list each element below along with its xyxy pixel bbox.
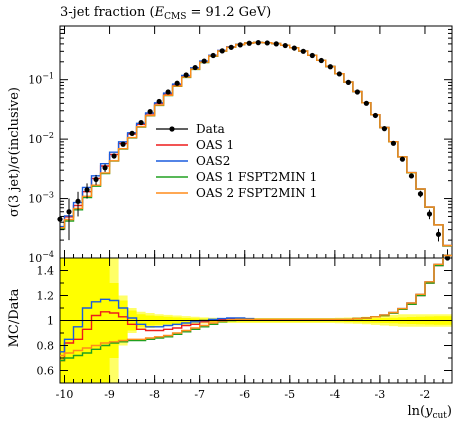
main-y-tick-label: 10−1	[28, 72, 54, 87]
main-y-tick-exponent: −2	[42, 131, 54, 140]
data-point	[354, 89, 360, 95]
data-point	[327, 64, 333, 70]
x-tick-label: -2	[420, 388, 431, 401]
data-point	[345, 79, 351, 85]
data-point	[435, 231, 442, 237]
main-y-tick-label: 10−4	[28, 250, 54, 265]
main-y-tick-base: 10	[28, 193, 42, 206]
data-point	[156, 98, 162, 105]
data-point	[174, 80, 180, 86]
main-y-tick-base: 10	[28, 133, 42, 146]
data-point	[183, 72, 189, 78]
main-y-tick-exponent: −1	[42, 72, 54, 81]
data-point	[75, 198, 81, 204]
data-point	[228, 44, 234, 50]
main-y-axis-label: σ(3 jet)/σ(inclusive)	[7, 87, 22, 217]
data-point	[111, 153, 117, 159]
data-point	[93, 176, 99, 183]
data-point	[192, 64, 198, 71]
ratio-y-tick-label: 1.4	[37, 265, 55, 278]
main-y-tick-base: 10	[28, 252, 42, 265]
data-point	[120, 141, 126, 147]
main-y-tick-base: 10	[28, 74, 42, 87]
legend-label-1: OAS 1	[196, 138, 234, 152]
data-point	[399, 156, 406, 162]
data-point	[138, 119, 144, 126]
data-point	[300, 48, 306, 54]
data-point	[309, 52, 315, 59]
legend-label-0: Data	[196, 122, 225, 136]
data-point	[102, 165, 108, 171]
data-point	[129, 130, 135, 136]
legend: Data OAS 1 OAS2 OAS 1 FSPT2MIN 1 OAS 2 FSPT2…	[156, 122, 317, 200]
legend-label-4: OAS 2 FSPT2MIN 1	[196, 186, 317, 200]
main-y-tick-exponent: −4	[42, 250, 54, 259]
data-point	[255, 40, 261, 46]
x-tick-label: -3	[375, 388, 386, 401]
data-point	[372, 112, 379, 119]
ratio-y-tick-label: 1.2	[37, 290, 55, 303]
legend-label-2: OAS2	[196, 154, 230, 168]
main-y-tick-label: 10−2	[28, 131, 54, 146]
chart-title: 3-jet fraction (ECMS = 91.2 GeV)	[60, 5, 271, 22]
ratio-y-axis-label: MC/Data	[7, 288, 22, 347]
x-tick-label: -4	[329, 388, 340, 401]
data-point	[165, 89, 171, 95]
data-point	[264, 40, 270, 46]
data-point	[219, 48, 225, 54]
x-tick-label: -7	[194, 388, 205, 401]
data-point	[417, 191, 424, 197]
data-point	[336, 71, 342, 77]
legend-label-3: OAS 1 FSPT2MIN 1	[196, 170, 317, 184]
data-point	[84, 187, 90, 193]
data-point	[57, 216, 63, 222]
ratio-y-tick-label: 0.6	[37, 365, 55, 378]
data-point	[201, 58, 207, 64]
legend-data-marker	[169, 126, 175, 132]
main-y-tick-exponent: −3	[42, 191, 54, 200]
ratio-y-tick-label: 1	[47, 315, 54, 328]
ratio-series-line-3	[60, 254, 452, 357]
data-point	[426, 211, 433, 217]
data-point	[282, 42, 288, 49]
data-point	[210, 52, 216, 59]
data-point	[66, 209, 72, 215]
data-point	[390, 140, 397, 146]
data-point	[246, 40, 252, 46]
x-axis-label: ln(ycut)	[407, 404, 452, 421]
data-point	[381, 126, 388, 132]
x-tick-label: -8	[149, 388, 160, 401]
data-point	[147, 109, 153, 115]
data-point	[237, 42, 243, 48]
data-point	[408, 173, 415, 179]
data-point	[363, 100, 369, 106]
data-point	[318, 57, 324, 64]
data-point	[273, 41, 279, 47]
main-y-tick-label: 10−3	[28, 191, 54, 206]
ratio-y-tick-label: 0.8	[37, 340, 55, 353]
x-tick-label: -6	[239, 388, 250, 401]
x-tick-label: -10	[56, 388, 74, 401]
x-tick-label: -5	[284, 388, 295, 401]
x-tick-label: -9	[104, 388, 115, 401]
data-point	[291, 45, 297, 51]
